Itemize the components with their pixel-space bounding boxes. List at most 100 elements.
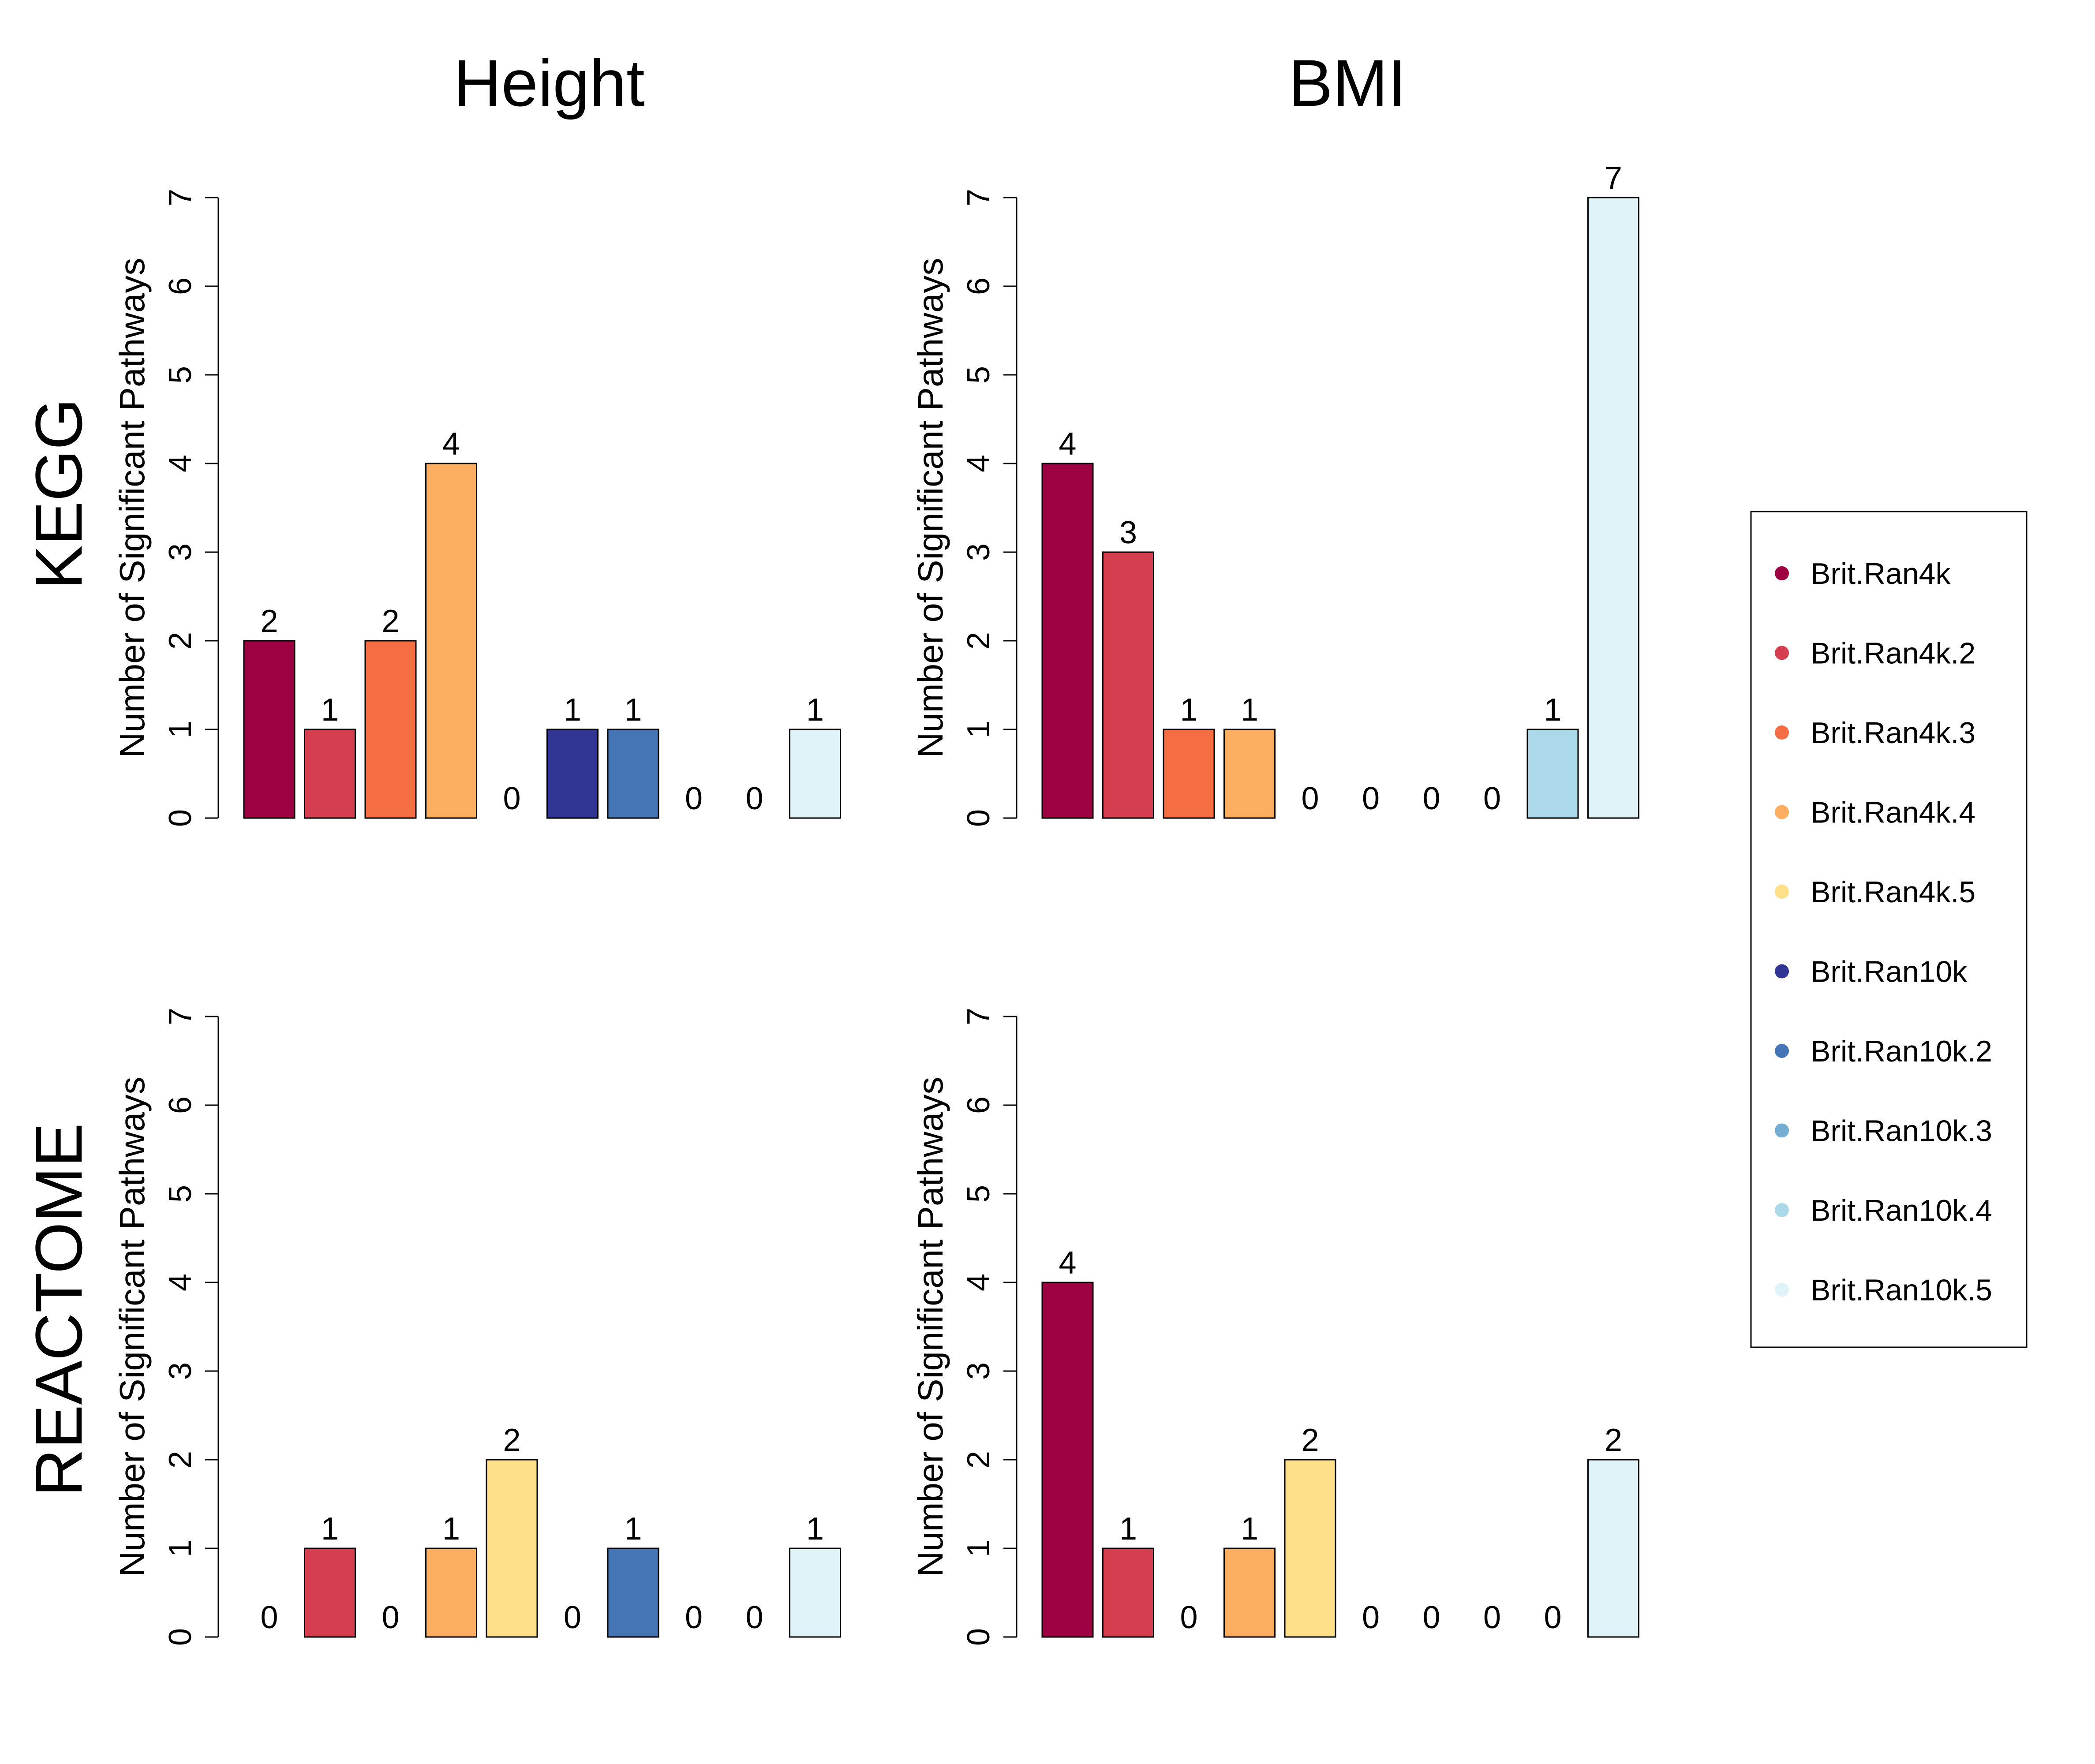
y-axis-label: Number of Significant Pathways bbox=[112, 1077, 152, 1577]
legend-swatch bbox=[1775, 805, 1789, 819]
bar-value-label: 7 bbox=[1605, 161, 1622, 196]
bar-brit-ran4k bbox=[1041, 463, 1094, 819]
y-tick-label: 7 bbox=[163, 189, 198, 206]
bar-value-label: 1 bbox=[1544, 692, 1561, 728]
bar-value-label: 2 bbox=[1605, 1423, 1622, 1458]
bar-value-label: 1 bbox=[1241, 692, 1258, 728]
y-tick-label: 4 bbox=[163, 455, 198, 472]
bar-value-label: 0 bbox=[1422, 1600, 1440, 1635]
panel-reactome-bmi: 0 1 2 3 4 5 6 7 Number of Significant Pathways 4 1… bbox=[911, 1008, 1639, 1646]
column-title-bmi: BMI bbox=[1289, 46, 1407, 120]
bar-value-label: 1 bbox=[624, 1511, 642, 1547]
bar-value-label: 1 bbox=[1180, 692, 1197, 728]
bar-value-label: 0 bbox=[745, 1600, 763, 1635]
bar-value-label: 1 bbox=[806, 692, 824, 728]
legend-swatch bbox=[1775, 1282, 1789, 1297]
y-tick-label: 5 bbox=[163, 1185, 198, 1203]
y-tick-label: 0 bbox=[961, 1628, 996, 1646]
bar-value-label: 1 bbox=[321, 692, 339, 728]
bar-brit-ran4k-3 bbox=[1163, 729, 1215, 819]
legend-swatch bbox=[1775, 646, 1789, 660]
bar-value-label: 1 bbox=[624, 692, 642, 728]
legend-swatch bbox=[1775, 1044, 1789, 1058]
bar-value-label: 0 bbox=[1483, 781, 1501, 816]
y-tick-label: 6 bbox=[163, 1096, 198, 1114]
bar-value-label: 4 bbox=[442, 426, 460, 462]
bar-brit-ran4k-5 bbox=[486, 1459, 538, 1638]
bar-value-label: 0 bbox=[1301, 781, 1319, 816]
y-tick-label: 7 bbox=[961, 1008, 996, 1025]
legend-box bbox=[1750, 511, 2028, 1348]
y-tick-label: 2 bbox=[163, 1451, 198, 1469]
y-tick-label: 4 bbox=[961, 455, 996, 472]
legend-label: Brit.Ran4k bbox=[1811, 557, 1951, 590]
y-tick-label: 3 bbox=[163, 1362, 198, 1380]
bar-value-label: 0 bbox=[1422, 781, 1440, 816]
bar-brit-ran4k-2 bbox=[1102, 551, 1154, 819]
legend-label: Brit.Ran4k.2 bbox=[1811, 637, 1975, 670]
row-title-reactome: REACTOME bbox=[22, 1123, 96, 1496]
bar-brit-ran4k-5 bbox=[1284, 1459, 1336, 1638]
bar-value-label: 0 bbox=[1483, 1600, 1501, 1635]
bar-value-label: 2 bbox=[503, 1423, 520, 1458]
legend-label: Brit.Ran4k.4 bbox=[1811, 796, 1975, 830]
bar-brit-ran4k-4 bbox=[1223, 729, 1276, 819]
bar-value-label: 1 bbox=[564, 692, 581, 728]
legend-label: Brit.Ran4k.3 bbox=[1811, 716, 1975, 750]
y-tick-label: 7 bbox=[163, 1008, 198, 1025]
y-tick-label: 5 bbox=[961, 366, 996, 384]
legend-swatch bbox=[1775, 1123, 1789, 1138]
bar-value-label: 0 bbox=[382, 1600, 399, 1635]
bar-value-label: 0 bbox=[1362, 1600, 1380, 1635]
y-axis-label: Number of Significant Pathways bbox=[112, 258, 152, 758]
bar-brit-ran4k bbox=[243, 640, 296, 819]
bar-brit-ran4k-2 bbox=[304, 729, 356, 819]
bar-brit-ran4k-4 bbox=[425, 463, 477, 819]
y-tick-label: 5 bbox=[163, 366, 198, 384]
y-tick-label: 5 bbox=[961, 1185, 996, 1203]
bar-brit-ran4k-2 bbox=[304, 1547, 356, 1638]
panel-kegg-bmi: 0 1 2 3 4 5 6 7 Number of Significant Pathways 4 3… bbox=[911, 161, 1639, 827]
bar-value-label: 0 bbox=[685, 781, 703, 816]
y-tick-label: 6 bbox=[163, 277, 198, 295]
bar-value-label: 1 bbox=[806, 1511, 824, 1547]
bar-value-label: 0 bbox=[1180, 1600, 1197, 1635]
bar-brit-ran10k-5 bbox=[789, 1547, 841, 1638]
panel-kegg-height: 0 1 2 3 4 5 6 7 Number of Significant Pathways 2 1… bbox=[112, 189, 841, 827]
bar-value-label: 2 bbox=[260, 604, 278, 639]
bar-value-label: 1 bbox=[1241, 1511, 1258, 1547]
bar-value-label: 1 bbox=[321, 1511, 339, 1547]
legend-swatch bbox=[1775, 725, 1789, 740]
bar-brit-ran4k bbox=[1041, 1282, 1094, 1638]
bar-value-label: 0 bbox=[1544, 1600, 1561, 1635]
y-tick-label: 1 bbox=[163, 1540, 198, 1557]
bar-value-label: 2 bbox=[382, 604, 399, 639]
y-tick-label: 1 bbox=[961, 721, 996, 738]
y-tick-label: 1 bbox=[163, 721, 198, 738]
legend-swatch bbox=[1775, 566, 1789, 580]
legend-label: Brit.Ran10k.3 bbox=[1811, 1114, 1992, 1148]
y-tick-label: 2 bbox=[961, 1451, 996, 1469]
y-tick-label: 0 bbox=[163, 1628, 198, 1646]
y-axis-label: Number of Significant Pathways bbox=[911, 258, 950, 758]
bar-value-label: 4 bbox=[1059, 426, 1076, 462]
y-tick-label: 3 bbox=[961, 1362, 996, 1380]
legend-swatch bbox=[1775, 964, 1789, 979]
y-tick-label: 4 bbox=[961, 1274, 996, 1291]
y-axis-label: Number of Significant Pathways bbox=[911, 1077, 950, 1577]
y-tick-label: 6 bbox=[961, 277, 996, 295]
y-tick-label: 0 bbox=[961, 809, 996, 827]
legend-label: Brit.Ran4k.5 bbox=[1811, 875, 1975, 909]
legend-swatch bbox=[1775, 1203, 1789, 1217]
bar-brit-ran10k-2 bbox=[607, 1547, 659, 1638]
y-tick-label: 2 bbox=[163, 632, 198, 650]
y-tick-label: 3 bbox=[163, 543, 198, 561]
bar-brit-ran10k-5 bbox=[1587, 1459, 1639, 1638]
bar-brit-ran4k-4 bbox=[425, 1547, 477, 1638]
bar-value-label: 0 bbox=[260, 1600, 278, 1635]
bar-value-label: 0 bbox=[1362, 781, 1380, 816]
legend: Brit.Ran4k Brit.Ran4k.2 Brit.Ran4k.3 Brit.R… bbox=[1750, 511, 2028, 1348]
y-tick-label: 2 bbox=[961, 632, 996, 650]
legend-label: Brit.Ran10k.4 bbox=[1811, 1194, 1992, 1227]
